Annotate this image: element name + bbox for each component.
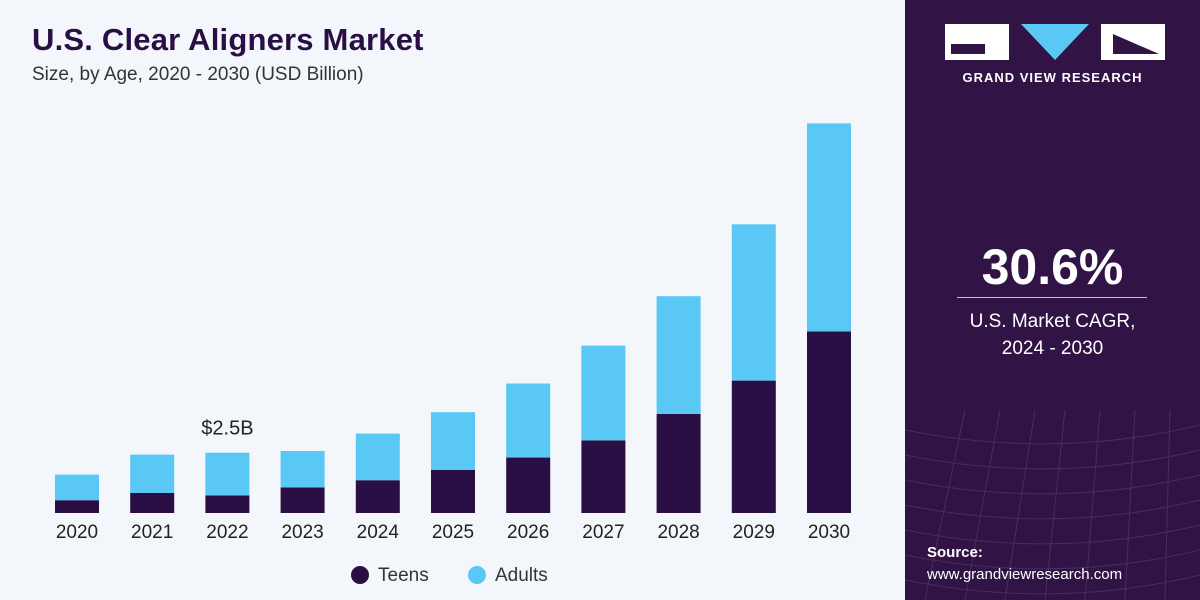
cagr-divider [957,297,1147,298]
bar-adults-2026 [506,383,551,458]
bar-adults-2029 [731,224,776,381]
bar-teens-2029 [731,380,776,513]
bar-teens-2025 [431,469,475,513]
x-tick-label-2027: 2027 [582,522,624,543]
x-tick-label-2024: 2024 [357,522,400,543]
bar-teens-2021 [130,493,175,513]
bar-adults-2030 [807,123,851,332]
bar-teens-2023 [280,487,325,513]
source-link[interactable]: www.grandviewresearch.com [927,566,1123,583]
cagr-label-line1: U.S. Market CAGR, [969,311,1136,332]
bar-adults-2020 [55,474,99,501]
chart-title: U.S. Clear Aligners Market [32,22,424,57]
bar-teens-2024 [355,480,400,513]
grand-view-research-logo [945,24,1165,60]
cagr-value: 30.6% [981,239,1124,295]
legend-marker-adults [468,566,486,584]
x-tick-label-2029: 2029 [733,522,775,543]
x-tick-label-2028: 2028 [657,522,699,543]
bar-adults-2023 [280,451,325,488]
x-tick-label-2025: 2025 [432,522,474,543]
cagr-label: U.S. Market CAGR, 2024 - 2030 [905,308,1200,362]
brand-name: GRAND VIEW RESEARCH [962,70,1143,85]
grid-decoration [905,409,1200,600]
stacked-bar-chart: 2020 2021 2022 2023 2024 2025 2026 2027 2028 2029… [55,123,851,586]
data-label-2022: $2.5B [201,418,253,440]
bar-adults-2027 [581,345,626,441]
bar-teens-2026 [506,457,551,513]
cagr-label-line2: 2024 - 2030 [1001,338,1104,359]
x-tick-label-2023: 2023 [281,522,323,543]
bar-adults-2021 [130,454,175,493]
x-tick-label-2030: 2030 [808,522,850,543]
info-panel: GRAND VIEW RESEARCH 30.6% U.S. Market CA… [905,0,1200,600]
bar-teens-2027 [581,440,626,513]
bar-teens-2030 [807,331,851,513]
bar-teens-2022 [205,495,250,513]
x-tick-label-2022: 2022 [206,522,248,543]
bar-adults-2025 [431,412,475,470]
x-tick-label-2021: 2021 [131,522,173,543]
bar-adults-2024 [355,433,400,481]
x-tick-label-2020: 2020 [56,522,98,543]
bar-adults-2028 [656,296,701,414]
legend-marker-teens [351,566,369,584]
legend-label-teens: Teens [378,565,429,586]
bar-teens-2020 [55,500,99,513]
x-tick-label-2026: 2026 [507,522,549,543]
chart-subtitle: Size, by Age, 2020 - 2030 (USD Billion) [32,64,364,85]
chart-area: U.S. Clear Aligners Market Size, by Age,… [32,22,851,586]
bar-teens-2028 [656,413,701,513]
legend-label-adults: Adults [495,565,548,586]
bar-adults-2022 [205,452,250,496]
source-label: Source: [927,544,983,561]
